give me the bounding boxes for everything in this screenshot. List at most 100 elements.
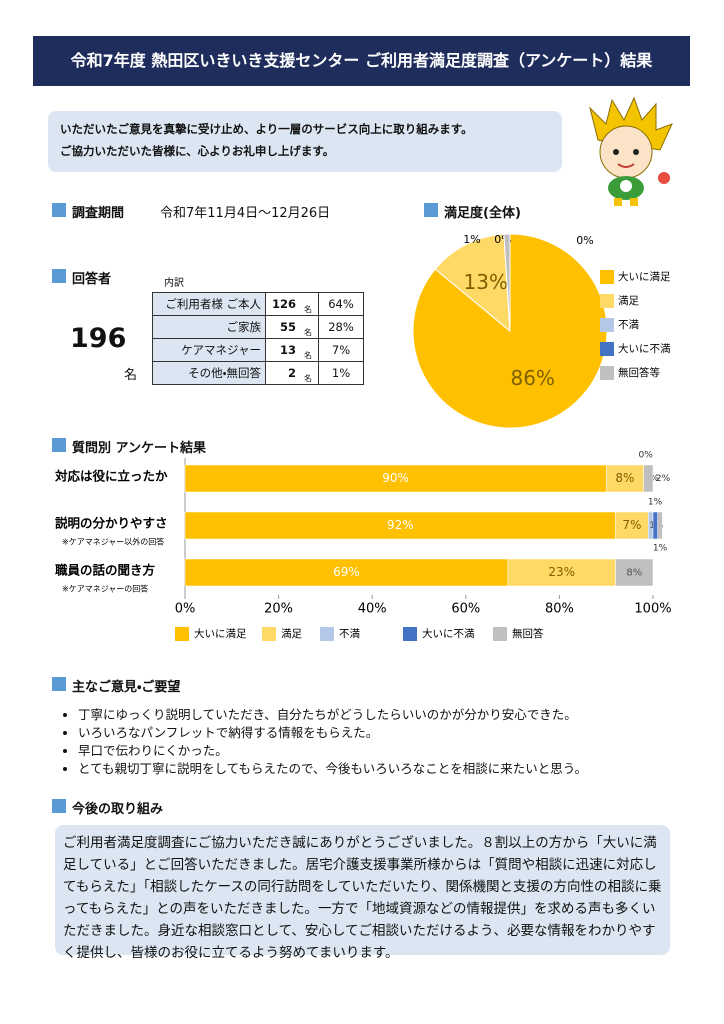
data-label: 23% bbox=[548, 565, 575, 579]
data-label: 7% bbox=[622, 518, 641, 532]
cell: 64% bbox=[318, 292, 364, 316]
x-tick-label: 20% bbox=[264, 602, 293, 617]
breakdown-table: ご利用者様 ご本人 126 名 64% ご家族 55 名 28% ケアマネジャー 13 名 7% … bbox=[152, 292, 364, 385]
legend-label: 不満 bbox=[618, 319, 639, 331]
legend-swatch bbox=[262, 627, 276, 641]
legend-label: 大いに満足 bbox=[194, 627, 247, 640]
page-title: 令和7年度 熱田区いきいき支援センター ご利用者満足度調査（アンケート）結果 bbox=[70, 51, 653, 70]
comment-list: 丁寧にゆっくり説明していただき、自分たちがどうしたらいいのかが分かり安心できた。… bbox=[62, 706, 708, 778]
cell: 55 bbox=[265, 315, 300, 339]
cell: ご家族 bbox=[152, 315, 266, 339]
pie-label: 86% bbox=[510, 366, 554, 390]
section-title: 調査期間 bbox=[52, 202, 124, 221]
cell: 1% bbox=[318, 361, 364, 385]
section-title: 今後の取り組み bbox=[52, 798, 163, 817]
intro-line: いただいたご意見を真摯に受け止め、より一層のサービス向上に取り組みます。 bbox=[60, 122, 473, 136]
section-title: 満足度(全体) bbox=[424, 202, 521, 221]
legend-label: 大いに不満 bbox=[422, 627, 475, 640]
legend-swatch bbox=[403, 627, 417, 641]
category-note: ※ケアマネジャーの回答 bbox=[62, 584, 148, 594]
bar-segment bbox=[605, 464, 644, 493]
legend-swatch bbox=[320, 627, 334, 641]
data-label: 1% bbox=[648, 498, 663, 508]
cell: 名 bbox=[300, 338, 319, 362]
legend-swatch bbox=[600, 294, 614, 308]
bar-segment bbox=[184, 511, 616, 540]
cell: ケアマネジャー bbox=[152, 338, 266, 362]
pie-label: 1% bbox=[463, 233, 480, 246]
x-tick-label: 0% bbox=[175, 602, 196, 617]
x-tick-label: 80% bbox=[545, 602, 574, 617]
cell: 名 bbox=[300, 315, 319, 339]
comment: とても親切丁寧に説明をしてもらえたので、今後もいろいろなことを相談に来たいと思う… bbox=[78, 760, 708, 778]
legend-label: 満足 bbox=[618, 295, 639, 307]
data-label: 8% bbox=[626, 568, 642, 579]
cell: 名 bbox=[300, 361, 319, 385]
breakdown-label: 内訳 bbox=[164, 278, 184, 289]
table-row: ご家族 55 名 28% bbox=[152, 315, 364, 339]
future-text: ご利用者満足度調査にご協力いただき誠にありがとうございました。８割以上の方から「… bbox=[63, 835, 662, 961]
cell: 7% bbox=[318, 338, 364, 362]
cell: 28% bbox=[318, 315, 364, 339]
data-label: 1% bbox=[653, 544, 668, 554]
table-row: その他・無回答 2 名 1% bbox=[152, 361, 364, 385]
cell: ご利用者様 ご本人 bbox=[152, 292, 266, 316]
bar-segment bbox=[657, 511, 663, 540]
section-title: 主なご意見・ご要望 bbox=[52, 676, 180, 695]
bar-segment bbox=[184, 558, 509, 587]
respondent-total: 196 bbox=[70, 323, 127, 354]
data-label: 92% bbox=[387, 518, 414, 532]
section-title: 質問別 アンケート結果 bbox=[52, 437, 206, 456]
comment: 早口で伝わりにくかった。 bbox=[78, 742, 708, 760]
cell: その他・無回答 bbox=[152, 361, 266, 385]
comment: 丁寧にゆっくり説明していただき、自分たちがどうしたらいいのかが分かり安心できた。 bbox=[78, 706, 708, 724]
cell: 13 bbox=[265, 338, 300, 362]
legend-label: 無回答 bbox=[512, 627, 544, 640]
category-note: ※ケアマネジャー以外の回答 bbox=[62, 537, 164, 547]
legend-label: 大いに満足 bbox=[618, 270, 671, 283]
period-value: 令和7年11月4日～12月26日 bbox=[160, 206, 331, 221]
legend-label: 無回答等 bbox=[618, 366, 660, 379]
pie-label: 0% bbox=[576, 234, 593, 247]
bar-segment bbox=[643, 464, 654, 493]
legend-swatch bbox=[600, 318, 614, 332]
bar-segment bbox=[615, 558, 654, 587]
category-label: 説明の分かりやすさ bbox=[55, 516, 168, 531]
bar-segment bbox=[184, 464, 607, 493]
table-row: ケアマネジャー 13 名 7% bbox=[152, 338, 364, 362]
data-label: 0% bbox=[638, 451, 653, 461]
legend-swatch bbox=[600, 342, 614, 356]
future-box bbox=[55, 825, 670, 955]
mascot bbox=[589, 96, 673, 206]
legend-swatch bbox=[175, 627, 189, 641]
data-label: 2% bbox=[656, 474, 671, 484]
comment: いろいろなパンフレットで納得する情報をもらえた。 bbox=[78, 724, 708, 742]
legend-label: 不満 bbox=[339, 628, 360, 640]
header-bar bbox=[33, 36, 690, 86]
legend-swatch bbox=[600, 366, 614, 380]
legend-swatch bbox=[493, 627, 507, 641]
x-tick-label: 60% bbox=[451, 602, 480, 617]
intro-line: ご協力いただいた皆様に、心よりお礼申し上げます。 bbox=[60, 144, 335, 158]
cell: 名 bbox=[300, 292, 319, 316]
table-row: ご利用者様 ご本人 126 名 64% bbox=[152, 292, 364, 316]
data-label: 90% bbox=[382, 471, 409, 485]
respondent-unit: 名 bbox=[124, 368, 138, 383]
category-label: 職員の話の聞き方 bbox=[55, 563, 156, 578]
section-title: 回答者 bbox=[52, 268, 111, 287]
cell: 126 bbox=[265, 292, 300, 316]
bar-segment bbox=[652, 511, 658, 540]
bar-segment bbox=[615, 511, 649, 540]
data-label: 69% bbox=[333, 565, 360, 579]
category-label: 対応は役に立ったか bbox=[54, 469, 168, 484]
x-tick-label: 40% bbox=[358, 602, 387, 617]
pie-label: 13% bbox=[464, 270, 508, 294]
data-label: 8% bbox=[615, 471, 634, 485]
legend-label: 大いに不満 bbox=[618, 342, 671, 355]
intro-box bbox=[48, 111, 562, 172]
cell: 2 bbox=[265, 361, 300, 385]
legend-label: 満足 bbox=[281, 628, 302, 640]
pie-slice bbox=[434, 233, 511, 333]
